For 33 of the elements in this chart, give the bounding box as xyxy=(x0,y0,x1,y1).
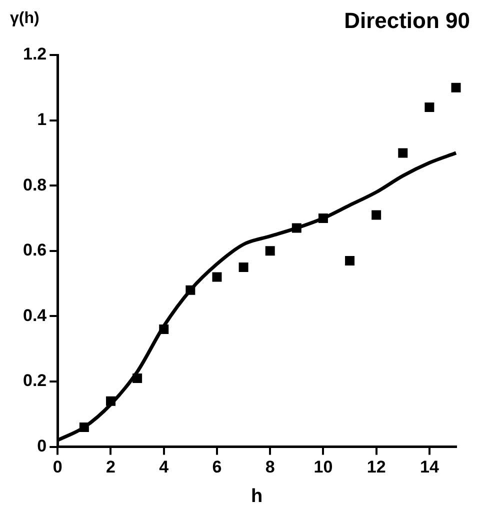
y-axis-title: γ(h) xyxy=(10,10,40,28)
chart-title: Direction 90 xyxy=(344,8,470,34)
point xyxy=(451,82,461,92)
x-tick-label: 8 xyxy=(265,458,275,477)
point xyxy=(238,262,248,272)
point xyxy=(186,285,196,295)
x-tick-label: 4 xyxy=(159,458,170,477)
x-tick-label: 0 xyxy=(52,458,62,477)
x-tick-label: 2 xyxy=(106,458,116,477)
y-tick-label: 0 xyxy=(37,436,47,456)
point xyxy=(292,223,302,233)
point xyxy=(159,324,169,334)
y-tick-label: 0.8 xyxy=(22,175,47,194)
point xyxy=(424,102,434,112)
x-tick-label: 6 xyxy=(212,458,222,477)
x-tick-label: 14 xyxy=(420,458,440,477)
y-tick-label: 1.2 xyxy=(22,44,47,64)
point xyxy=(132,373,142,383)
y-tick-label: 0.6 xyxy=(22,240,47,260)
point xyxy=(318,214,328,223)
x-tick-label: 12 xyxy=(366,458,386,477)
x-tick-label: 10 xyxy=(314,458,333,477)
x-axis-title: h xyxy=(251,486,263,507)
point xyxy=(398,148,408,158)
point xyxy=(79,422,89,432)
y-tick-label: 1 xyxy=(37,110,47,129)
y-tick-label: 0.2 xyxy=(22,371,47,390)
point xyxy=(345,256,355,266)
point xyxy=(212,272,222,282)
point xyxy=(265,246,275,256)
point xyxy=(106,396,116,406)
point xyxy=(372,210,382,220)
y-tick-label: 0.4 xyxy=(22,306,48,325)
